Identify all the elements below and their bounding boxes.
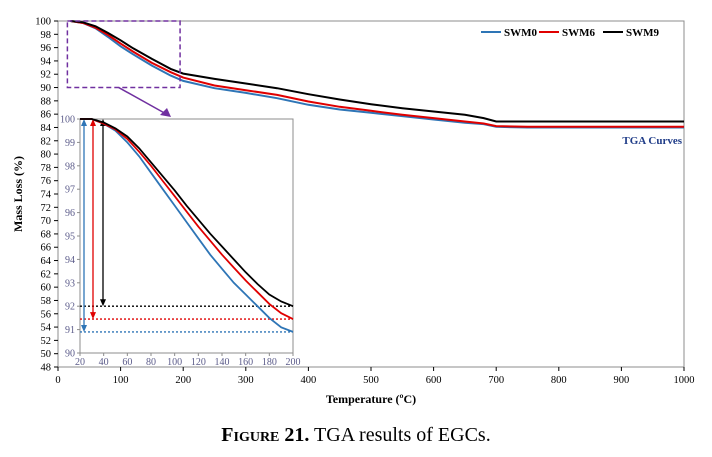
y-tick-label: 70 xyxy=(41,216,52,227)
y-tick-label: 60 xyxy=(41,283,52,294)
x-tick-label: 0 xyxy=(55,375,60,386)
legend-label-swm9: SWM9 xyxy=(626,27,660,39)
inset-x-tick-label: 80 xyxy=(146,357,156,368)
x-tick-label: 500 xyxy=(363,375,379,386)
y-tick-label: 56 xyxy=(41,309,52,320)
y-tick-label: 98 xyxy=(41,30,52,41)
inset-x-tick-label: 20 xyxy=(75,357,85,368)
inset-y-tick-label: 96 xyxy=(65,208,75,219)
series-line-swm6 xyxy=(70,20,684,128)
inset-x-tick-label: 140 xyxy=(215,357,230,368)
inset-x-tick-label: 120 xyxy=(191,357,206,368)
x-tick-label: 400 xyxy=(301,375,317,386)
inset-x-tick-label: 180 xyxy=(262,357,277,368)
y-tick-label: 62 xyxy=(41,269,52,280)
x-tick-label: 200 xyxy=(175,375,191,386)
series-line-swm9 xyxy=(70,20,684,123)
inset-y-tick-label: 94 xyxy=(65,255,75,266)
y-tick-label: 54 xyxy=(41,323,52,334)
legend-label-swm6: SWM6 xyxy=(562,27,596,39)
y-axis-title: Mass Loss (%) xyxy=(11,156,25,232)
y-tick-label: 86 xyxy=(41,110,52,121)
inset-y-tick-label: 90 xyxy=(65,349,75,360)
y-tick-label: 82 xyxy=(41,136,52,147)
main-series-lines xyxy=(70,20,684,129)
y-tick-label: 52 xyxy=(41,336,52,347)
legend: SWM0 SWM6 SWM9 xyxy=(481,27,660,39)
inset-y-tick-label: 92 xyxy=(65,302,75,313)
inset-x-tick-label: 160 xyxy=(238,357,253,368)
x-tick-label: 600 xyxy=(426,375,442,386)
y-tick-label: 72 xyxy=(41,203,52,214)
inset-frame xyxy=(79,118,294,354)
inset-drop-arrowhead-bottom-swm9 xyxy=(100,299,106,307)
inset-series-line-swm9 xyxy=(80,118,294,308)
y-tick-label: 48 xyxy=(41,363,52,374)
inset-y-tick-label: 97 xyxy=(65,185,75,196)
zoom-arrow-line xyxy=(118,86,169,116)
inset-x-tick-label: 40 xyxy=(99,357,109,368)
x-tick-label: 700 xyxy=(488,375,504,386)
y-tick-label: 68 xyxy=(41,229,52,240)
x-tick-label: 900 xyxy=(614,375,630,386)
x-tick-label: 800 xyxy=(551,375,567,386)
inset-y-tick-label: 95 xyxy=(65,232,75,243)
y-tick-label: 58 xyxy=(41,296,52,307)
y-tick-label: 78 xyxy=(41,163,52,174)
main-axis-ticks: 48 50 52 54 56 58 60 62 64 66 68 70 72 74 76 78 80 82 84 86… xyxy=(35,17,694,387)
inset-series-line-swm0 xyxy=(80,118,294,333)
zoom-arrow-head xyxy=(160,108,171,117)
y-tick-label: 96 xyxy=(41,43,52,54)
inset-x-tick-label: 200 xyxy=(286,357,301,368)
y-tick-label: 80 xyxy=(41,150,52,161)
zoom-region xyxy=(66,20,181,117)
inset-y-tick-label: 98 xyxy=(65,161,75,172)
inset-series-line-swm6 xyxy=(80,118,294,320)
inset-x-tick-label: 100 xyxy=(167,357,182,368)
x-tick-label: 300 xyxy=(238,375,254,386)
legend-label-swm0: SWM0 xyxy=(504,27,538,39)
inset-drop-arrowhead-top-swm0 xyxy=(81,119,87,126)
inset-drop-arrowhead-bottom-swm6 xyxy=(90,312,96,320)
y-tick-label: 94 xyxy=(41,56,52,67)
y-tick-label: 84 xyxy=(41,123,52,134)
inset-x-tick-label: 60 xyxy=(122,357,132,368)
zoom-region-box xyxy=(66,20,181,89)
figure-caption: Figure 21. TGA results of EGCs. xyxy=(0,424,712,447)
tga-curves-annotation: TGA Curves xyxy=(622,135,682,147)
tga-figure: 48 50 52 54 56 58 60 62 64 66 68 70 72 74 76 78 80 82 84 86… xyxy=(11,17,695,407)
y-tick-label: 76 xyxy=(41,176,52,187)
y-tick-label: 92 xyxy=(41,70,52,81)
inset-plot: 90 91 92 93 94 95 96 97 98 99 100 20 40 60 80 100 120 140… xyxy=(60,115,301,369)
y-tick-label: 100 xyxy=(35,17,51,28)
inset-y-tick-label: 99 xyxy=(65,138,75,149)
y-tick-label: 88 xyxy=(41,96,52,107)
y-tick-label: 50 xyxy=(41,349,52,360)
y-tick-label: 64 xyxy=(41,256,52,267)
inset-y-tick-label: 91 xyxy=(65,325,75,336)
x-tick-label: 1000 xyxy=(674,375,695,386)
y-tick-label: 66 xyxy=(41,243,52,254)
figure-caption-label: Figure 21. xyxy=(221,424,310,446)
figure-caption-text: TGA results of EGCs. xyxy=(309,424,491,446)
inset-drop-arrowhead-bottom-swm0 xyxy=(81,324,87,332)
inset-drop-arrowhead-top-swm6 xyxy=(90,119,96,126)
x-axis-title: Temperature (ºC) xyxy=(326,392,416,406)
y-tick-label: 74 xyxy=(41,190,52,201)
y-tick-label: 90 xyxy=(41,83,52,94)
inset-y-tick-label: 93 xyxy=(65,278,75,289)
inset-y-tick-label: 100 xyxy=(60,115,75,126)
x-tick-label: 100 xyxy=(113,375,129,386)
